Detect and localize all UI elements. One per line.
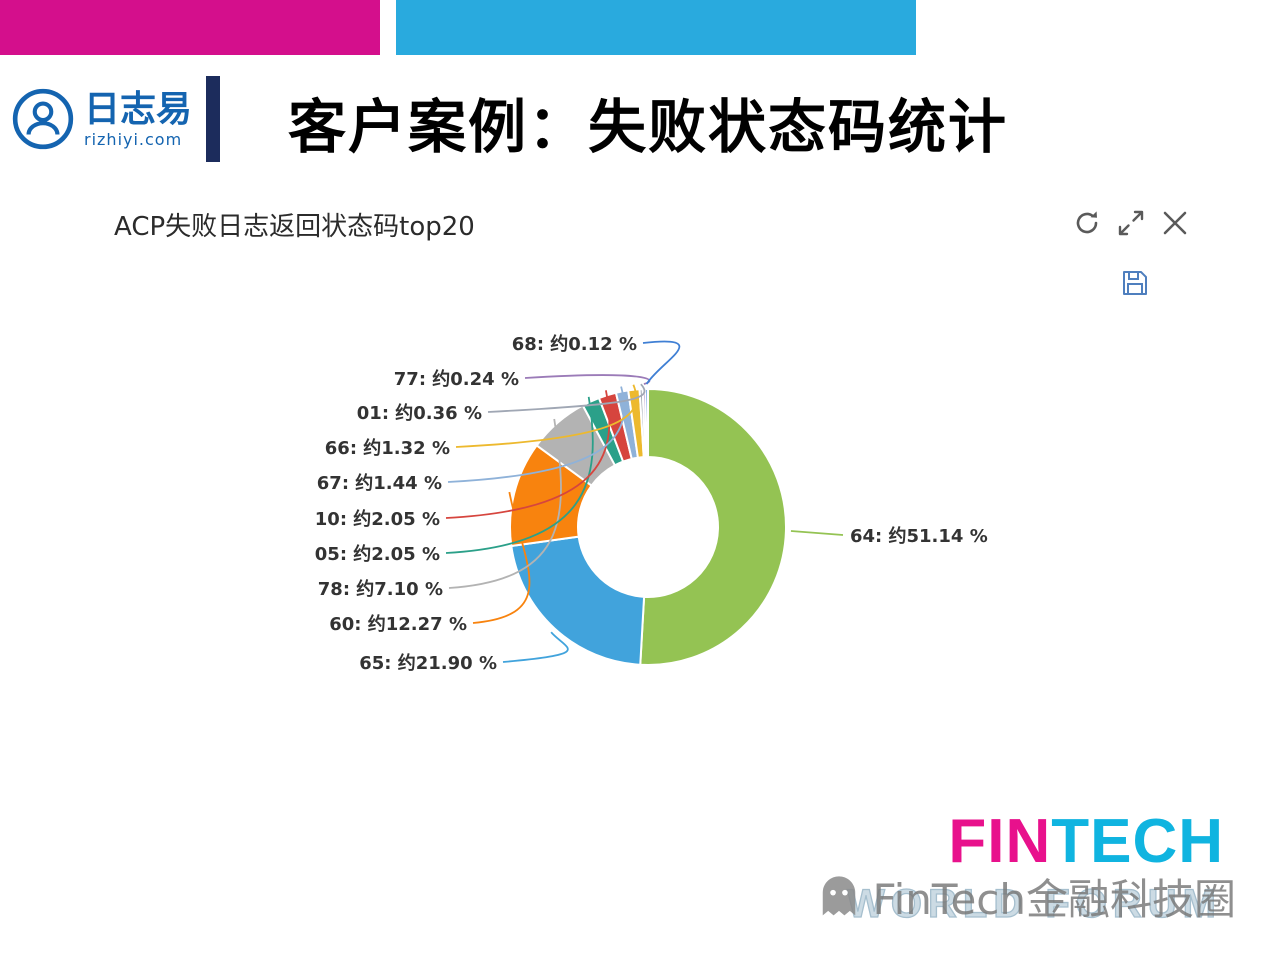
- fintech-logo: FINTECH: [948, 806, 1224, 877]
- leader-line-65: [502, 631, 569, 663]
- watermark-text: FinTech金融科技圈: [872, 875, 1236, 924]
- top-bar-cyan: [396, 0, 916, 55]
- pie-slice-68[interactable]: [644, 387, 649, 459]
- close-icon: [1163, 211, 1187, 235]
- expand-icon: [1118, 210, 1144, 236]
- expand-button[interactable]: [1116, 208, 1146, 238]
- pie-slice-64[interactable]: [639, 387, 787, 666]
- fintech-fin: FIN: [948, 807, 1052, 876]
- leader-line-05: [445, 396, 594, 554]
- rizhiyi-logo: 日志易 rizhiyi.com: [10, 76, 221, 162]
- logo-domain: rizhiyi.com: [84, 130, 183, 150]
- leader-line-10: [445, 390, 611, 519]
- save-icon: [1123, 271, 1147, 295]
- save-button[interactable]: [1122, 270, 1148, 296]
- leader-line-68: [642, 340, 681, 385]
- refresh-button[interactable]: [1072, 208, 1102, 238]
- mascot-icon: [822, 875, 855, 915]
- page-title: 客户案例：失败状态码统计: [288, 93, 1009, 161]
- widget-toolbar: [1072, 208, 1190, 238]
- watermark: FinTech金融科技圈: [813, 866, 1236, 927]
- leader-line-77: [524, 374, 651, 385]
- leader-line-64: [790, 530, 844, 536]
- leader-line-01: [487, 383, 646, 413]
- rizhiyi-logo-icon: [12, 88, 74, 150]
- leader-line-78: [448, 418, 562, 589]
- leader-line-60: [472, 491, 531, 624]
- logo-text: 日志易 rizhiyi.com: [84, 89, 192, 149]
- chart-title: ACP失败日志返回状态码top20: [114, 212, 475, 242]
- close-button[interactable]: [1160, 208, 1190, 238]
- fintech-tech: TECH: [1051, 807, 1224, 876]
- top-bar-magenta: [0, 0, 380, 55]
- logo-accent-bar: [206, 76, 221, 162]
- pie-slice-65[interactable]: [510, 535, 646, 666]
- leader-line-66: [455, 384, 638, 448]
- refresh-icon: [1076, 211, 1098, 234]
- leader-line-67: [447, 386, 625, 483]
- logo-name: 日志易: [84, 88, 193, 130]
- world-forum-text: WORLD FORUM: [847, 881, 1222, 926]
